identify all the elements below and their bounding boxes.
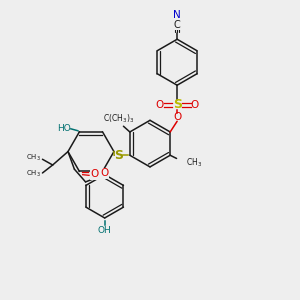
Text: O: O (190, 100, 199, 110)
Text: HO: HO (57, 124, 71, 133)
Text: CH$_3$: CH$_3$ (186, 156, 202, 169)
Text: CH$_3$: CH$_3$ (26, 169, 41, 179)
Text: O: O (173, 112, 181, 122)
Text: O: O (100, 168, 108, 178)
Text: C: C (174, 20, 181, 30)
Text: OH: OH (98, 226, 112, 235)
Text: O: O (155, 100, 164, 110)
Text: C(CH$_3$)$_3$: C(CH$_3$)$_3$ (103, 113, 134, 125)
Text: O: O (91, 169, 99, 179)
Text: N: N (173, 10, 181, 20)
Text: CH$_3$: CH$_3$ (26, 153, 41, 163)
Text: S: S (172, 98, 182, 112)
Text: S: S (114, 149, 123, 162)
